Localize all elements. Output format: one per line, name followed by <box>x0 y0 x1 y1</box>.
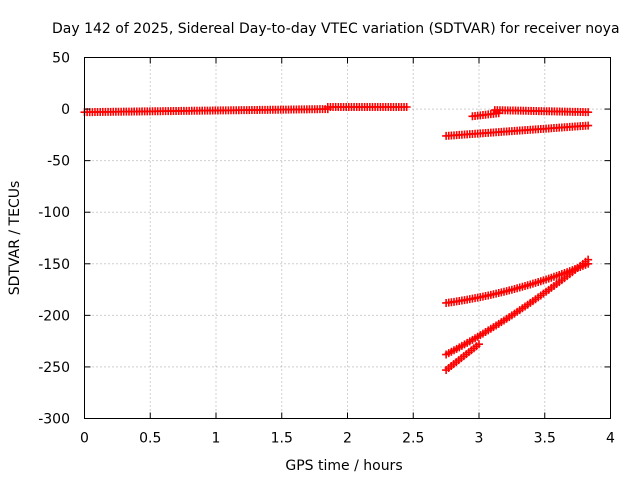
data-point <box>402 103 411 112</box>
x-tick-label: 1.5 <box>271 431 293 447</box>
y-tick-label: -100 <box>38 205 70 221</box>
series-sat-b <box>468 109 503 121</box>
chart-title: Day 142 of 2025, Sidereal Day-to-day VTE… <box>52 21 620 37</box>
series-sat-e <box>442 259 593 307</box>
series-sat-f <box>442 255 593 359</box>
x-tick-label: 2 <box>343 431 352 447</box>
x-axis-label: GPS time / hours <box>285 458 402 474</box>
axis-ticks: 0 0.5 1 1.5 2 2.5 3 3.5 4 50 0 -50 -100 -150 -200 -250 -… <box>38 51 615 447</box>
x-tick-label: 2.5 <box>402 431 424 447</box>
x-tick-label: 3.5 <box>534 431 556 447</box>
y-tick-label: -50 <box>47 154 70 170</box>
data-point <box>475 340 483 349</box>
data-point <box>584 108 593 117</box>
data-point <box>584 255 593 264</box>
x-tick-label: 0 <box>80 431 89 447</box>
grid-lines <box>84 57 611 419</box>
y-tick-label: -200 <box>38 308 70 324</box>
x-tick-label: 3 <box>475 431 484 447</box>
x-tick-label: 0.5 <box>139 431 161 447</box>
y-tick-label: -300 <box>38 412 70 428</box>
series-sat-a-early <box>80 105 332 117</box>
series-sat-a-late <box>323 103 411 112</box>
series-sat-d <box>442 121 593 140</box>
x-tick-label: 4 <box>606 431 615 447</box>
y-tick-label: -250 <box>38 360 70 376</box>
series-sat-c <box>490 106 593 117</box>
data-points <box>80 103 593 375</box>
y-tick-label: -150 <box>38 257 70 273</box>
y-tick-label: 50 <box>52 51 70 67</box>
y-axis-label: SDTVAR / TECUs <box>7 181 23 296</box>
series-sat-g <box>442 340 483 375</box>
y-tick-label: 0 <box>61 102 70 118</box>
data-point <box>584 121 593 130</box>
x-tick-label: 1 <box>212 431 221 447</box>
